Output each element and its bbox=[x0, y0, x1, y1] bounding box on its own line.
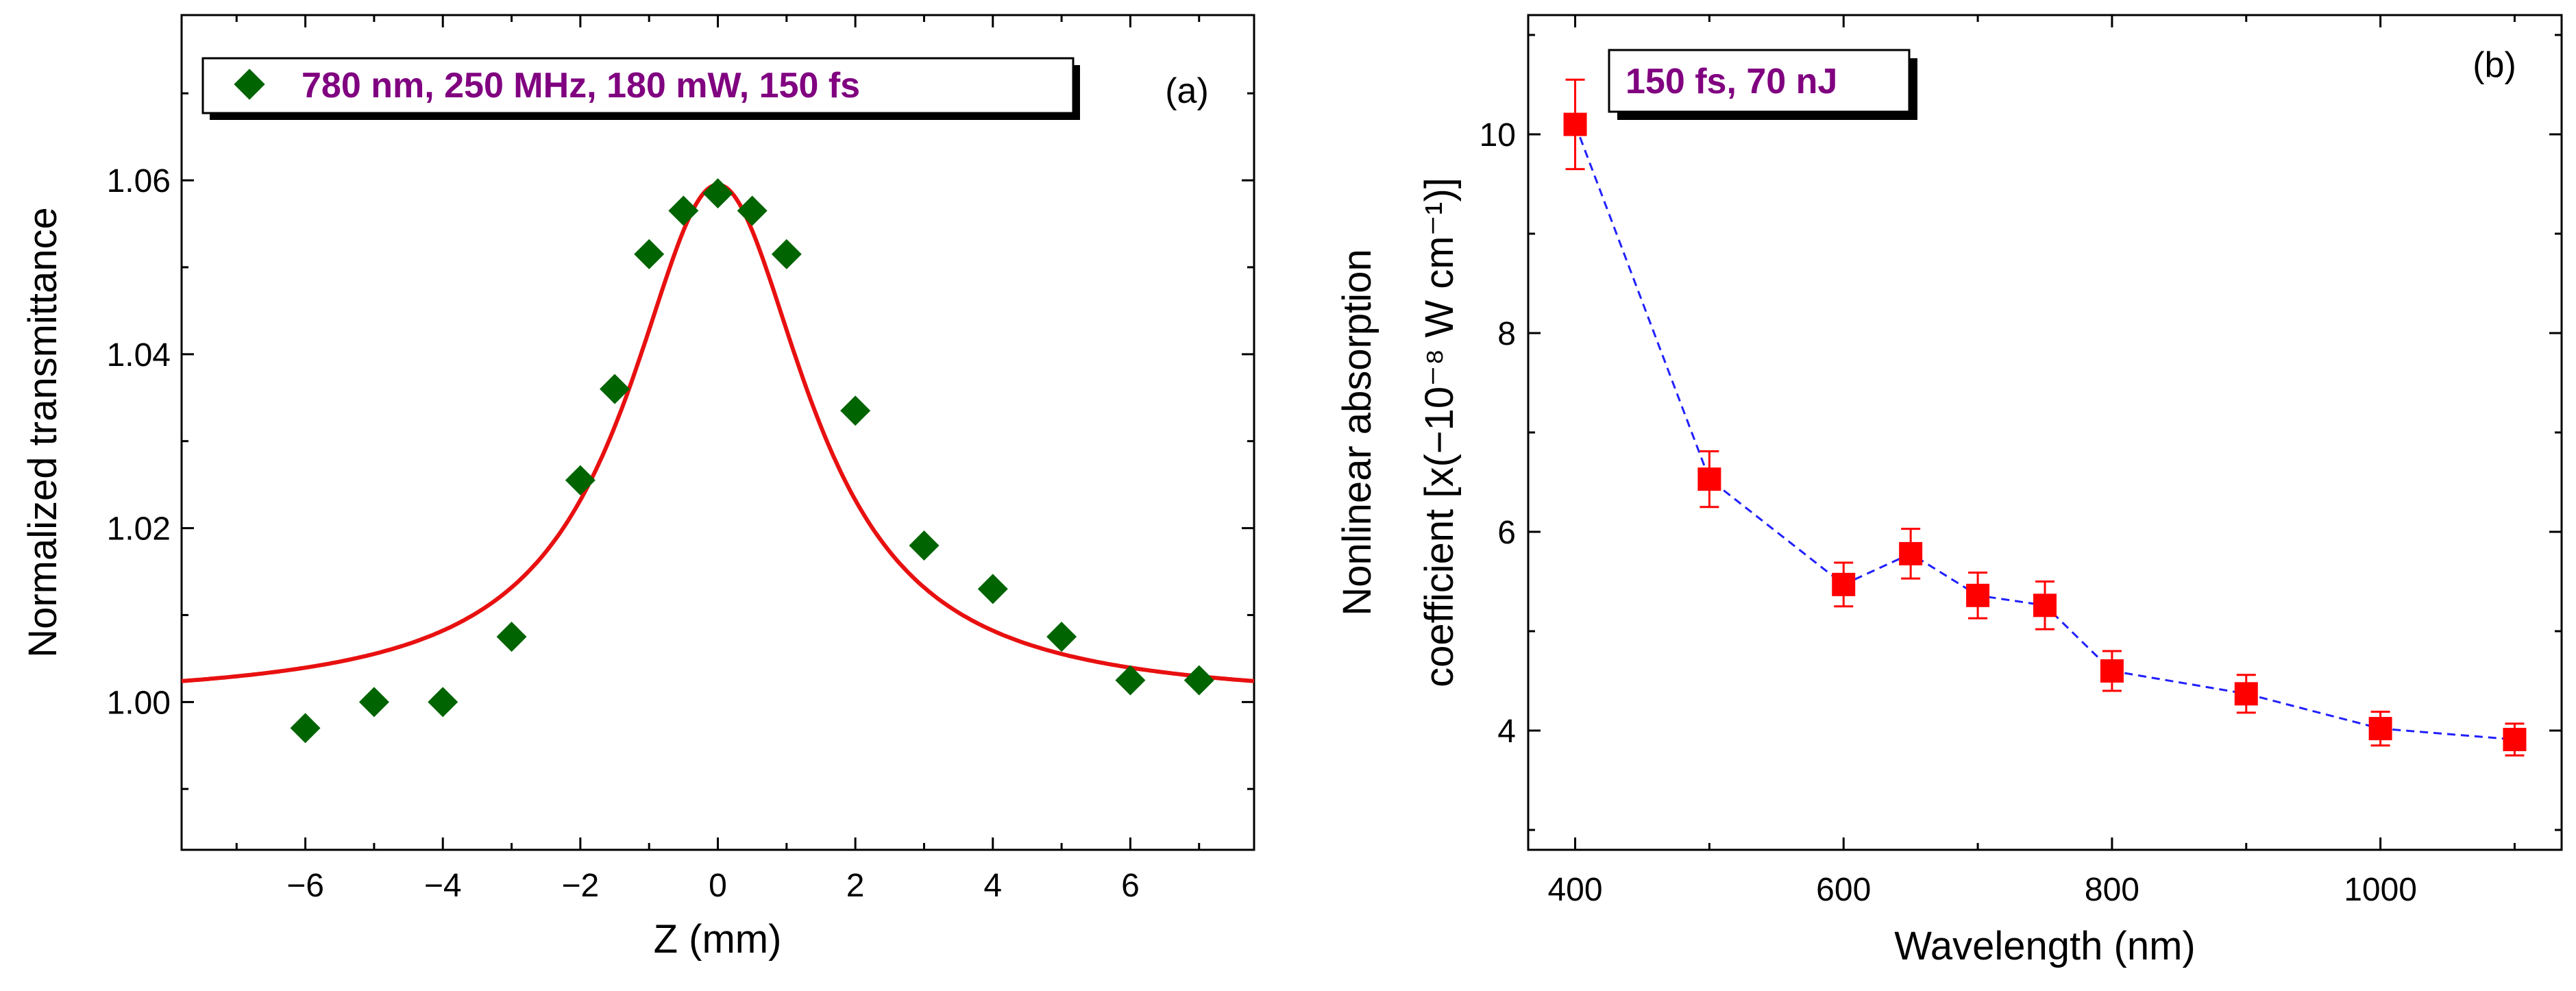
data-points-a bbox=[290, 178, 1214, 744]
data-point-square bbox=[1832, 561, 1856, 608]
square-marker bbox=[2234, 682, 2258, 706]
data-point-diamond bbox=[702, 178, 733, 209]
x-tick-label-b: 600 bbox=[1816, 872, 1871, 908]
data-point-square bbox=[1563, 78, 1587, 171]
x-tick-label-a: 4 bbox=[983, 868, 1002, 904]
data-point-square bbox=[1966, 571, 1990, 620]
panel-a: −6 −4 −2 0 2 4 6 1.00 1.02 1.04 1.06 Z (mm) Normal… bbox=[21, 14, 1255, 962]
data-point-square bbox=[2234, 674, 2258, 714]
square-marker bbox=[1563, 112, 1587, 136]
x-tick-label-b: 400 bbox=[1547, 872, 1602, 908]
data-point-diamond bbox=[1115, 665, 1146, 696]
data-point-square bbox=[2100, 650, 2124, 692]
data-point-diamond bbox=[496, 622, 527, 652]
square-marker bbox=[2033, 594, 2057, 617]
y-tick-label-b: 8 bbox=[1497, 316, 1516, 352]
y-tick-label-a: 1.04 bbox=[107, 337, 171, 374]
data-point-diamond bbox=[977, 574, 1008, 604]
data-point-diamond bbox=[668, 195, 699, 226]
y-tick-label-b: 4 bbox=[1497, 713, 1516, 750]
square-marker bbox=[1899, 541, 1923, 565]
legend-a: 780 nm, 250 MHz, 180 mW, 150 fs bbox=[201, 57, 1080, 120]
data-point-square bbox=[1697, 450, 1721, 509]
y-axis-title-b-line2: coefficient [x(−10⁻⁸ W cm⁻¹)] bbox=[1417, 178, 1462, 687]
fit-curve-layer bbox=[181, 182, 1255, 683]
x-ticks-a: −6 −4 −2 0 2 4 6 1.00 1.02 1.04 1.06 bbox=[107, 15, 1254, 904]
x-tick-label-b: 1000 bbox=[2344, 872, 2417, 908]
data-point-diamond bbox=[290, 713, 321, 744]
y-axis-title-a: Normalized transmittance bbox=[21, 207, 65, 658]
square-marker bbox=[1966, 583, 1990, 607]
panel-tag-b: (b) bbox=[2473, 45, 2516, 85]
data-point-diamond bbox=[737, 195, 768, 226]
data-point-diamond bbox=[428, 687, 458, 718]
data-point-diamond bbox=[634, 238, 665, 269]
square-marker bbox=[2100, 659, 2124, 683]
x-tick-label-a: −4 bbox=[424, 868, 462, 904]
x-axis-title-a: Z (mm) bbox=[654, 917, 782, 962]
x-tick-label-a: −6 bbox=[286, 868, 324, 904]
square-marker bbox=[1832, 572, 1856, 596]
y-tick-label-b: 10 bbox=[1480, 117, 1516, 154]
plot-frame-a bbox=[180, 14, 1255, 851]
y-axis-title-b-line1: Nonlinear absorption bbox=[1335, 249, 1379, 615]
legend-b-label: 150 fs, 70 nJ bbox=[1626, 62, 1837, 101]
y-tick-label-a: 1.02 bbox=[107, 511, 171, 548]
fit-curve bbox=[181, 182, 1255, 683]
legend-b: 150 fs, 70 nJ bbox=[1608, 49, 1917, 120]
panel-tag-a: (a) bbox=[1165, 71, 1209, 111]
data-point-diamond bbox=[1046, 622, 1077, 652]
data-point-diamond bbox=[840, 395, 871, 426]
square-marker bbox=[1697, 467, 1721, 491]
data-point-square bbox=[2503, 722, 2527, 757]
data-point-diamond bbox=[909, 530, 940, 561]
legend-a-label: 780 nm, 250 MHz, 180 mW, 150 fs bbox=[302, 66, 860, 106]
dashed-line-layer bbox=[1574, 123, 2515, 741]
square-marker bbox=[2368, 717, 2392, 741]
connecting-line bbox=[1574, 123, 2515, 741]
panel-b: 400 600 800 1000 4 6 8 10 Wavelength (nm) Nonli… bbox=[1335, 14, 2563, 968]
y-tick-label-a: 1.00 bbox=[107, 685, 171, 721]
data-point-square bbox=[2033, 580, 2057, 631]
data-point-diamond bbox=[358, 687, 389, 718]
y-tick-label-a: 1.06 bbox=[107, 163, 171, 199]
data-point-diamond bbox=[600, 374, 630, 404]
data-points-b bbox=[1563, 78, 2527, 757]
x-tick-label-a: 6 bbox=[1121, 868, 1140, 904]
legend-a-box bbox=[201, 57, 1075, 114]
x-axis-title-b: Wavelength (nm) bbox=[1894, 924, 2195, 968]
x-tick-label-a: −2 bbox=[561, 868, 599, 904]
plot-frame-b bbox=[1527, 14, 2563, 851]
data-point-diamond bbox=[771, 238, 802, 269]
x-tick-label-a: 2 bbox=[846, 868, 865, 904]
x-tick-label-a: 0 bbox=[709, 868, 727, 904]
data-point-square bbox=[1899, 528, 1923, 580]
data-point-diamond bbox=[1183, 665, 1214, 696]
square-marker bbox=[2503, 728, 2527, 752]
legend-b-box bbox=[1608, 49, 1911, 113]
y-tick-label-b: 6 bbox=[1497, 515, 1516, 551]
x-tick-label-b: 800 bbox=[2085, 872, 2139, 908]
data-point-diamond bbox=[565, 465, 596, 496]
data-point-square bbox=[2368, 710, 2392, 747]
x-ticks-b: 400 600 800 1000 4 6 8 10 bbox=[1480, 15, 2562, 908]
